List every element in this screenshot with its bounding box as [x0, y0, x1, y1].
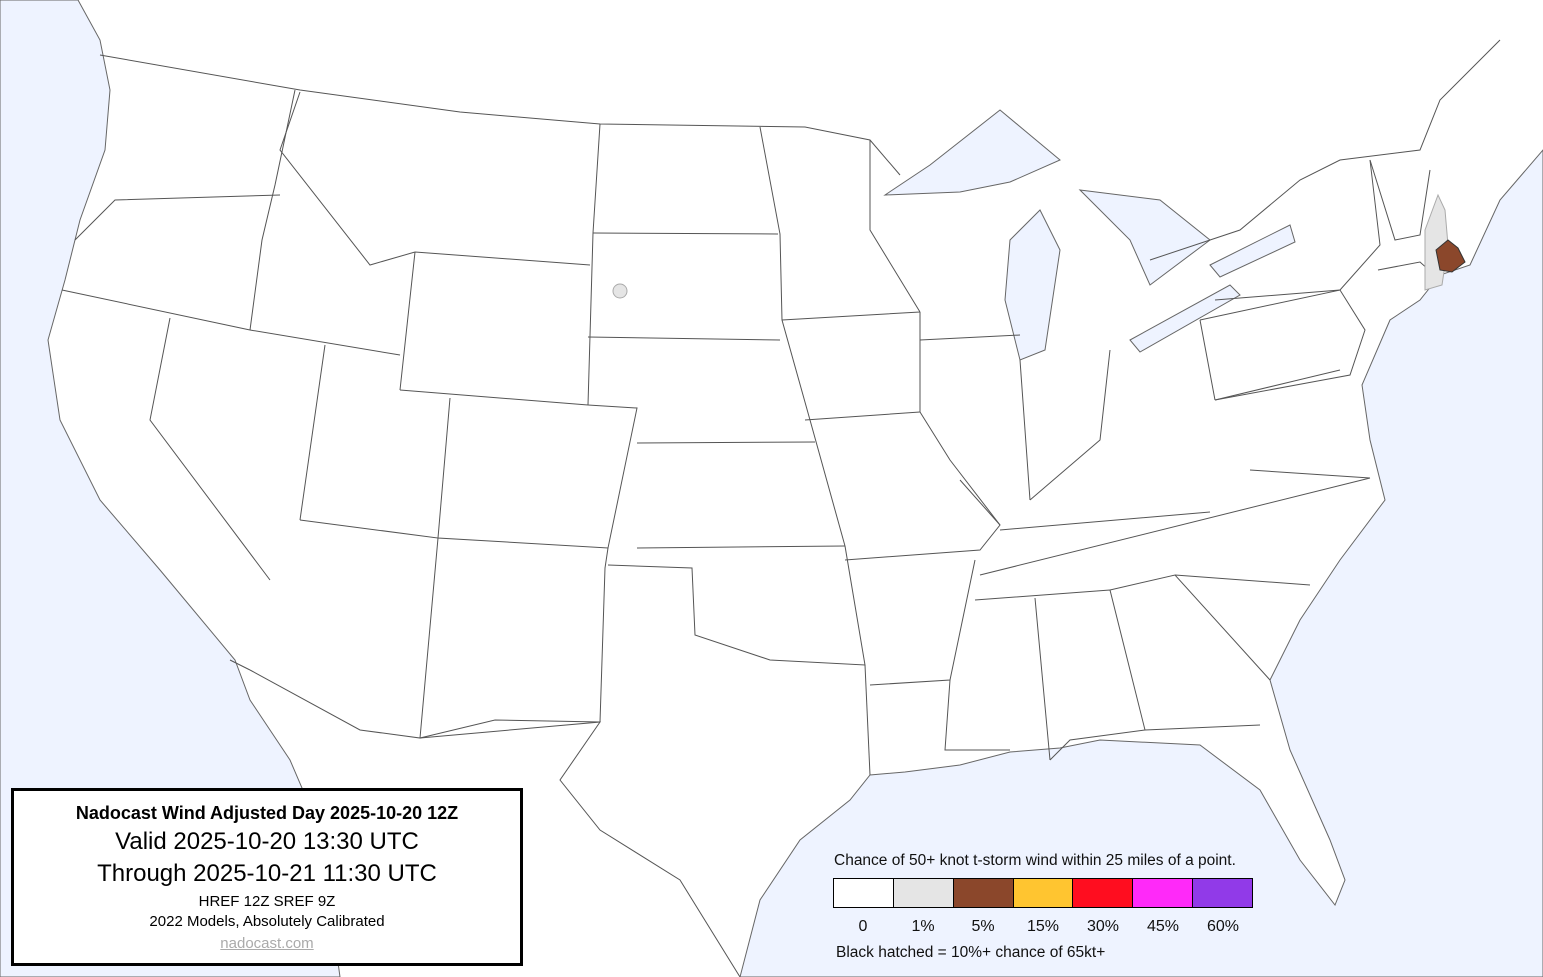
- legend-label: 30%: [1086, 918, 1120, 935]
- legend-swatch: [893, 879, 954, 907]
- legend-swatch: [834, 879, 894, 907]
- legend-label: 5%: [971, 918, 995, 935]
- legend-swatch: [953, 879, 1014, 907]
- legend-label: 15%: [1026, 918, 1060, 935]
- nadocast-link[interactable]: nadocast.com: [220, 935, 314, 952]
- legend-swatch: [1133, 879, 1194, 907]
- legend-label: 45%: [1146, 918, 1180, 935]
- legend-color-bar: [833, 878, 1253, 908]
- lake-michigan: [1004, 209, 1061, 361]
- legend-swatch: [1013, 879, 1074, 907]
- forecast-areas: [612, 193, 1466, 299]
- through-time: Through 2025-10-21 11:30 UTC: [97, 860, 437, 887]
- map-title: Nadocast Wind Adjusted Day 2025-10-20 12…: [75, 803, 459, 823]
- lake-superior: [883, 109, 1061, 196]
- title-box: Nadocast Wind Adjusted Day 2025-10-20 12…: [11, 788, 523, 966]
- legend-labels: 0 1% 5% 15% 30% 45% 60%: [833, 918, 1253, 936]
- calibration-note: 2022 Models, Absolutely Calibrated: [149, 913, 385, 930]
- prob-5pct-area: [1435, 239, 1466, 273]
- prob-1pct-spot: [612, 283, 628, 299]
- valid-time: Valid 2025-10-20 13:30 UTC: [115, 828, 419, 855]
- lake-erie: [1129, 284, 1241, 353]
- legend-label: 60%: [1206, 918, 1240, 935]
- legend-note: Black hatched = 10%+ chance of 65kt+: [836, 944, 1106, 961]
- legend-label: 0: [858, 918, 868, 935]
- state-borders: [61, 39, 1501, 977]
- legend-swatch: [1193, 879, 1253, 907]
- legend-label: 1%: [911, 918, 935, 935]
- legend-swatch: [1073, 879, 1134, 907]
- legend-title: Chance of 50+ knot t-storm wind within 2…: [834, 852, 1236, 869]
- model-runs: HREF 12Z SREF 9Z: [198, 893, 336, 910]
- lake-ontario: [1209, 224, 1296, 278]
- lake-huron: [1078, 189, 1211, 286]
